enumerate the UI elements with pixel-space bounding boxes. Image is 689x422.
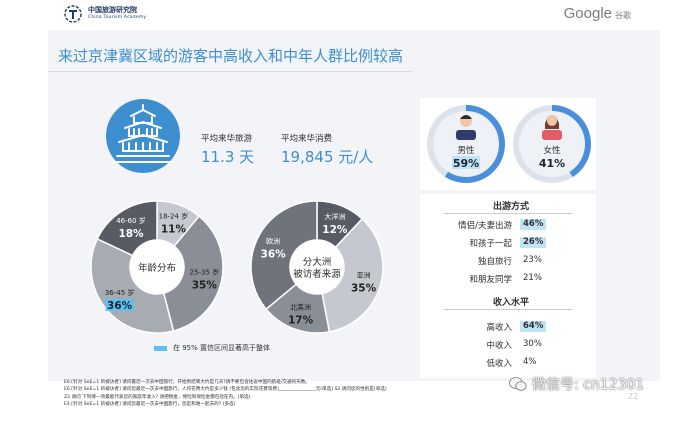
- org-name-en: China Tourism Academy: [88, 15, 147, 21]
- slice-value-label: 18%: [118, 228, 144, 240]
- slice-category-label: 北美洲: [290, 303, 311, 312]
- slice-value-label: 36%: [107, 300, 133, 312]
- wechat-icon: [509, 377, 527, 391]
- profile-row-label: 情侣/夫妻出游: [458, 221, 512, 231]
- male-value: 59%: [453, 157, 479, 170]
- temple-of-heaven-icon: [106, 99, 180, 173]
- slice-category-label: 18-24 岁: [159, 211, 189, 220]
- watermark-text: 微信号: cn12301: [532, 377, 645, 393]
- significance-highlight: [105, 298, 134, 311]
- travel-mode-title: 出游方式: [493, 202, 530, 212]
- slice-value-label: 11%: [161, 223, 187, 235]
- male-person-icon: [456, 115, 476, 140]
- female-ratio-arc: [513, 105, 591, 183]
- slice-value-label: 35%: [192, 280, 218, 292]
- profile-row-value: 21%: [523, 273, 542, 283]
- slice-value-label: 35%: [351, 283, 377, 295]
- org-logo-icon: [64, 5, 82, 23]
- avg-days-value: 11.3 天: [201, 148, 255, 166]
- legend-text: 在 95% 置信区间显著高于整体: [173, 344, 271, 352]
- significance-legend: 在 95% 置信区间显著高于整体: [154, 343, 270, 353]
- profile-row-label: 独自旅行: [477, 257, 512, 267]
- slice-value-label: 17%: [288, 315, 314, 327]
- profile-card: 出游方式 情侣/夫妻出游 46% 和孩子一起 26% 独自旅行 23% 和朋友同学 21% 收…: [420, 194, 596, 378]
- footnote-line: E6.[针对 SeE=1 的被访者] 请问最近一次去中国旅行，开始到结束大约是几…: [64, 380, 310, 385]
- donut-slice: [321, 217, 384, 333]
- male-ratio-arc: [427, 105, 505, 183]
- footnote-line: E6.[针对 SeE=1 的被访者] 请问您最近一次去中国旅行，人均花费大约是多…: [64, 387, 387, 393]
- slice-category-label: 25-35 岁: [190, 268, 220, 277]
- donut-center-label: 被访者来源: [293, 268, 341, 280]
- female-value: 41%: [539, 157, 565, 170]
- female-person-icon: [542, 115, 562, 140]
- page-number: 22: [628, 392, 639, 401]
- google-cn-label: 谷歌: [615, 11, 631, 20]
- title-divider: [48, 71, 413, 72]
- profile-row-label: 中收入: [486, 341, 512, 351]
- slice-category-label: 36-45 岁: [105, 288, 135, 297]
- slice-value-label: 36%: [261, 248, 287, 260]
- significance-highlight: [452, 156, 480, 169]
- wechat-watermark: 微信号: cn12301: [509, 374, 644, 394]
- google-wordmark: Google: [563, 5, 612, 22]
- org-logo: 中国旅游研究院 China Tourism Academy: [64, 3, 146, 25]
- footnote-line: Z2.请问 下列哪一项最能代表您的家庭年收入? 请把税金，保险和保险金都包括在内…: [64, 394, 251, 400]
- org-name-cn: 中国旅游研究院: [88, 6, 137, 15]
- donut-center-label: 年龄分布: [138, 262, 176, 274]
- slice-category-label: 亚洲: [357, 272, 371, 280]
- avg-spend-label: 平均来华消费: [281, 134, 333, 144]
- footnote-line: E4.[针对 SeE=1 的被访者] 请问您最近一次去中国旅行，您是和谁一起去的…: [64, 402, 236, 408]
- header-bar: 中国旅游研究院 China Tourism Academy Google 谷歌: [0, 0, 689, 28]
- income-divider: [444, 309, 572, 310]
- footnotes: E6.[针对 SeE=1 的被访者] 请问最近一次去中国旅行，开始到结束大约是几…: [64, 379, 584, 409]
- slice-category-label: 大洋洲: [324, 212, 345, 221]
- male-label: 男性: [457, 145, 475, 156]
- income-title: 收入水平: [493, 298, 530, 308]
- profile-row-label: 高收入: [486, 323, 512, 333]
- profile-row-value: 64%: [520, 321, 547, 332]
- avg-spend-value: 19,845 元/人: [281, 148, 374, 166]
- google-logo: Google 谷歌: [564, 5, 631, 22]
- avg-days-label: 平均来华旅游: [201, 134, 253, 144]
- gender-card: 男性 59% 女性 41%: [420, 98, 596, 190]
- profile-row-label: 低收入: [486, 359, 512, 369]
- slice-category-label: 46-60 岁: [116, 216, 146, 225]
- slice-category-label: 欧洲: [266, 236, 280, 245]
- travel-mode-divider: [444, 213, 572, 214]
- age-distribution-donut: 18-24 岁 11% 25-35 岁 35% 36-45 岁 36% 46-60 岁 18%…: [90, 200, 224, 334]
- female-label: 女性: [543, 145, 561, 156]
- profile-row-label: 和孩子一起: [469, 239, 512, 249]
- donut-center-label: 分大洲: [303, 256, 332, 268]
- profile-row-value: 26%: [520, 237, 547, 248]
- profile-row-label: 和朋友同学: [469, 275, 512, 285]
- legend-swatch: [154, 345, 167, 351]
- profile-row-value: 4%: [523, 357, 537, 367]
- slide-title: 来过京津冀区域的游客中高收入和中年人群比例较高: [58, 47, 404, 65]
- profile-row-value: 30%: [523, 339, 542, 349]
- profile-row-value: 46%: [520, 219, 547, 230]
- slice-value-label: 12%: [322, 224, 348, 236]
- profile-row-value: 23%: [523, 255, 542, 265]
